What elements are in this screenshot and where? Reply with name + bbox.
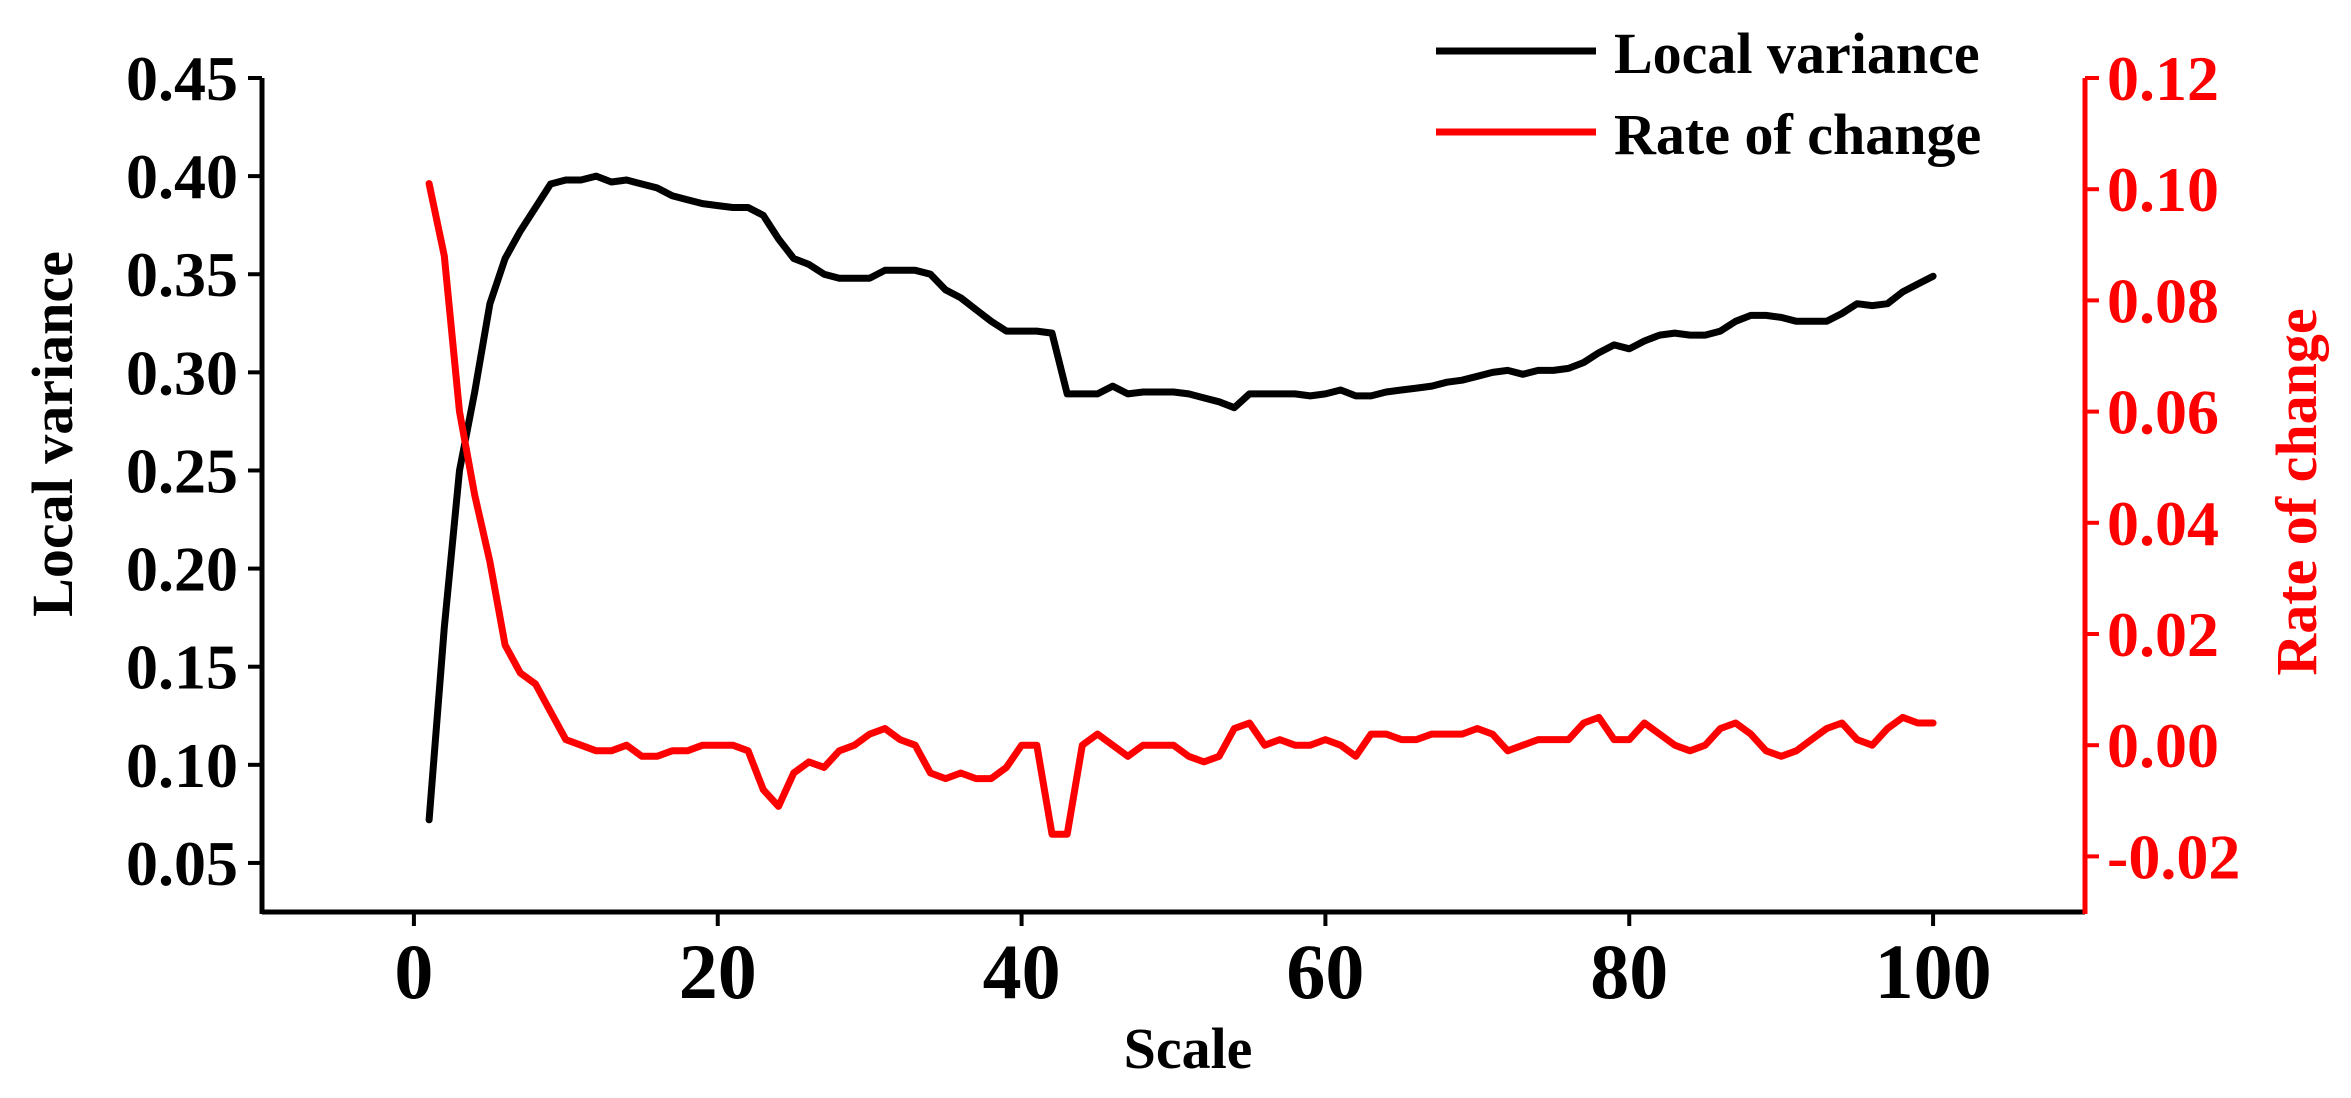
y-tick-label: 0.45 <box>126 43 238 114</box>
y2-tick-label: 0.08 <box>2107 265 2219 336</box>
y2-tick-label: -0.02 <box>2107 821 2240 892</box>
y-axis-title: Local variance <box>20 251 85 617</box>
y-tick-label: 0.25 <box>126 435 238 506</box>
y-tick-label: 0.10 <box>126 730 238 801</box>
y-tick-label: 0.30 <box>126 337 238 408</box>
y2-tick-label: 0.06 <box>2107 377 2219 448</box>
y-tick-label: 0.20 <box>126 534 238 605</box>
y2-tick-label: 0.02 <box>2107 599 2219 670</box>
legend-label-local-variance: Local variance <box>1614 21 1980 86</box>
x-tick-label: 40 <box>983 928 1061 1015</box>
y-tick-label: 0.35 <box>126 239 238 310</box>
x-tick-label: 100 <box>1875 928 1992 1015</box>
x-tick-label: 20 <box>679 928 757 1015</box>
y2-tick-label: 0.00 <box>2107 710 2219 781</box>
axes <box>259 78 2088 915</box>
y2-tick-label: 0.12 <box>2107 43 2219 114</box>
legend: Local variance Rate of change <box>1436 21 1981 167</box>
x-tick-label: 0 <box>394 928 433 1015</box>
y2-tick-label: 0.04 <box>2107 488 2219 559</box>
y2-tick-label: 0.10 <box>2107 154 2219 225</box>
legend-label-rate-of-change: Rate of change <box>1614 102 1981 167</box>
rate-of-change-line <box>425 180 1937 838</box>
y-tick-label: 0.40 <box>126 141 238 212</box>
y-tick-label: 0.15 <box>126 632 238 703</box>
x-axis-title: Scale <box>1124 1016 1253 1081</box>
y2-axis-title: Rate of change <box>2264 308 2329 675</box>
series-lines <box>425 172 1937 838</box>
x-tick-label: 80 <box>1590 928 1668 1015</box>
local-variance-line <box>425 172 1937 824</box>
y-tick-label: 0.05 <box>126 828 238 899</box>
ticks: 0 20 40 60 80 100 0.05 0.10 0.15 0.20 0.25 0.30 0.35… <box>126 43 2240 1015</box>
x-tick-label: 60 <box>1286 928 1364 1015</box>
